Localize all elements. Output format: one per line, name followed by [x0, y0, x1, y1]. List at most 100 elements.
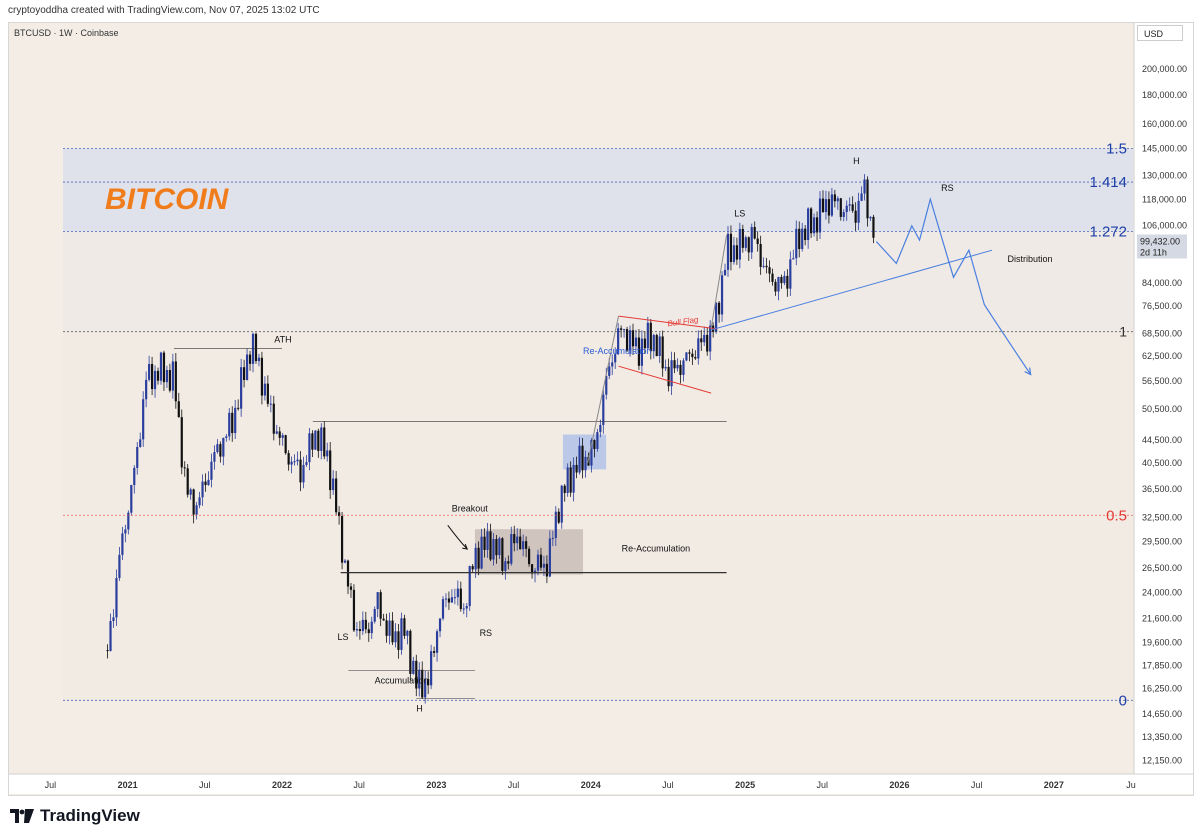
- candle-body: [290, 461, 293, 465]
- candle-body: [329, 450, 332, 491]
- candle-body: [798, 228, 801, 249]
- candle-body: [709, 325, 712, 352]
- candle-body: [403, 618, 406, 636]
- candle-body: [456, 588, 459, 598]
- candle-body: [593, 440, 596, 449]
- candle-body: [317, 430, 320, 451]
- candle-body: [801, 228, 804, 249]
- candle-body: [762, 265, 765, 267]
- candle-body: [548, 538, 551, 577]
- candle-body: [542, 563, 546, 568]
- candle-body: [827, 199, 831, 216]
- candle-body: [216, 444, 219, 453]
- candle-body: [530, 564, 534, 574]
- candle-body: [340, 516, 344, 563]
- candle-body: [771, 273, 774, 282]
- candle-body: [266, 383, 269, 404]
- candle-body: [115, 577, 118, 618]
- last-price-countdown: 2d 11h: [1140, 248, 1167, 258]
- candle-body: [554, 511, 557, 538]
- x-tick-label-3: 2022: [272, 780, 292, 790]
- chart-title: BITCOIN: [105, 183, 230, 216]
- candle-body: [783, 275, 786, 284]
- y-tick-label-19: 24,000.00: [1142, 587, 1182, 597]
- y-tick-label-10: 62,500.00: [1142, 351, 1182, 361]
- chart-canvas[interactable]: 1.5 1.414 1.272 1 0.5 0 BITCOIN ATH Breakout Re-A…: [9, 23, 1193, 795]
- x-tick-label-4: Jul: [353, 780, 365, 790]
- candle-body: [492, 538, 495, 560]
- candle-body: [590, 440, 593, 466]
- candle-body: [278, 431, 281, 438]
- candle-body: [605, 375, 608, 395]
- candle-body: [717, 302, 721, 315]
- candle-body: [765, 265, 768, 268]
- annotation-ath-0: ATH: [274, 335, 291, 345]
- candle-body: [287, 453, 290, 465]
- annotation-rs-6: RS: [480, 628, 493, 638]
- candle-body: [851, 204, 854, 211]
- y-tick-label-9: 68,500.00: [1142, 329, 1182, 339]
- candle-body: [863, 179, 866, 194]
- candle-body: [842, 212, 845, 217]
- candle-body: [409, 630, 412, 674]
- candle-body: [486, 531, 489, 550]
- candle-body: [774, 281, 777, 292]
- candle-body: [525, 541, 528, 549]
- candle-body: [207, 479, 210, 486]
- neckline: [710, 249, 993, 331]
- x-tick-label-9: 2025: [735, 780, 755, 790]
- y-tick-label-15: 36,500.00: [1142, 484, 1182, 494]
- fib-label-2: 1.272: [1089, 224, 1127, 241]
- fib-label-1: 1.414: [1089, 174, 1127, 191]
- candle-body: [703, 334, 706, 343]
- x-tick-label-1: 2021: [118, 780, 138, 790]
- candle-body: [272, 403, 275, 434]
- candle-body: [818, 198, 822, 233]
- candle-body: [839, 198, 842, 217]
- candle-body: [726, 233, 730, 270]
- candle-body: [664, 366, 667, 369]
- candle-body: [204, 481, 207, 486]
- bull-flag-top: [618, 315, 718, 330]
- candle-body: [148, 364, 151, 380]
- candle-body: [729, 233, 733, 263]
- y-tick-label-21: 19,600.00: [1142, 637, 1182, 647]
- y-tick-label-0: 200,000.00: [1142, 64, 1187, 74]
- y-tick-label-22: 17,850.00: [1142, 660, 1182, 670]
- candle-body: [786, 275, 789, 289]
- x-tick-label-11: 2026: [889, 780, 909, 790]
- chart-frame[interactable]: 1.5 1.414 1.272 1 0.5 0 BITCOIN ATH Breakout Re-A…: [8, 22, 1194, 796]
- candle-body: [566, 467, 569, 493]
- candle-body: [450, 597, 454, 603]
- candle-body: [189, 489, 192, 495]
- candle-body: [198, 497, 201, 506]
- candle-body: [646, 322, 649, 349]
- projection-path: [875, 197, 1032, 375]
- y-tick-label-18: 26,500.00: [1142, 563, 1182, 573]
- candle-body: [127, 512, 130, 530]
- candle-body: [620, 328, 623, 330]
- candle-body: [495, 538, 498, 556]
- candle-body: [824, 199, 828, 213]
- candle-body: [741, 228, 744, 248]
- candle-body: [296, 459, 299, 462]
- x-tick-label-5: 2023: [426, 780, 446, 790]
- candle-body: [474, 547, 477, 570]
- candle-body: [747, 237, 750, 253]
- y-tick-label-17: 29,500.00: [1142, 536, 1182, 546]
- candle-body: [575, 464, 578, 473]
- candle-body: [658, 336, 661, 357]
- y-tick-label-5: 118,000.00: [1142, 194, 1186, 204]
- candle-body: [872, 216, 875, 238]
- candle-body: [756, 238, 759, 244]
- candle-body: [427, 679, 430, 686]
- annotation-bull-flag-4: Bull Flag: [667, 315, 700, 328]
- candle-body: [201, 481, 204, 498]
- candle-body: [836, 198, 839, 202]
- y-tick-label-12: 50,500.00: [1142, 404, 1182, 414]
- y-tick-label-4: 130,000.00: [1142, 170, 1187, 180]
- flagpole-1: [587, 316, 619, 464]
- currency-button[interactable]: USD: [1137, 25, 1183, 41]
- candle-body: [507, 561, 510, 564]
- annotation-re-accumulation-3: Re-Accumulation: [583, 346, 652, 356]
